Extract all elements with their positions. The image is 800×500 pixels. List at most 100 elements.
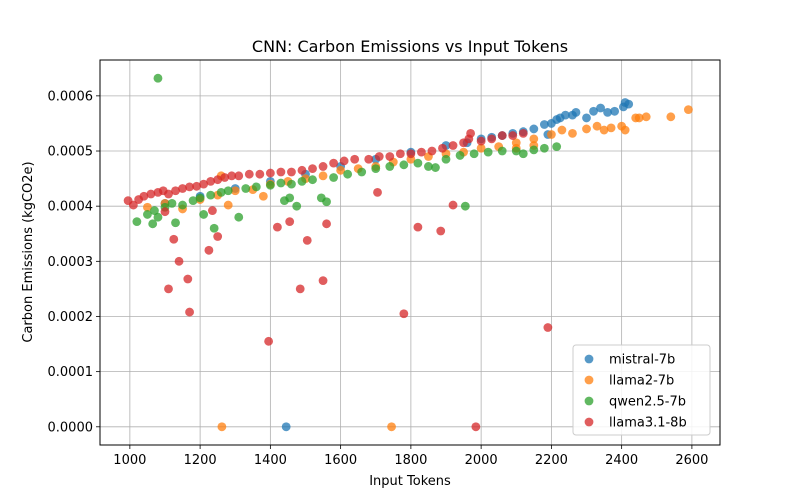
data-point bbox=[329, 173, 338, 182]
y-tick-label: 0.0005 bbox=[48, 145, 94, 160]
data-point bbox=[561, 110, 570, 120]
x-tick-label: 2600 bbox=[675, 453, 708, 468]
x-tick-label: 1400 bbox=[254, 453, 287, 468]
data-point bbox=[167, 199, 177, 208]
legend-box bbox=[572, 344, 711, 436]
data-point bbox=[606, 123, 616, 133]
data-point bbox=[258, 191, 268, 201]
y-tick-label: 0.0001 bbox=[48, 365, 94, 380]
y-tick-label: 0.0000 bbox=[48, 420, 94, 435]
data-point bbox=[217, 422, 227, 432]
data-point bbox=[568, 128, 577, 138]
data-point bbox=[399, 160, 409, 170]
data-point bbox=[413, 222, 423, 232]
legend-marker bbox=[584, 354, 594, 364]
data-point bbox=[185, 182, 194, 192]
x-tick-label: 2400 bbox=[605, 453, 638, 468]
data-point bbox=[287, 167, 296, 177]
data-point bbox=[276, 178, 286, 188]
data-point bbox=[206, 176, 216, 186]
x-tick-label: 1200 bbox=[184, 453, 217, 468]
data-point bbox=[192, 181, 202, 191]
data-point bbox=[292, 201, 302, 211]
data-point bbox=[374, 152, 384, 161]
data-point bbox=[223, 200, 233, 210]
data-point bbox=[169, 234, 179, 244]
data-point bbox=[357, 167, 367, 177]
data-point bbox=[204, 245, 214, 255]
data-point bbox=[322, 197, 331, 207]
data-point bbox=[371, 164, 381, 174]
data-point bbox=[683, 105, 693, 115]
legend-marker bbox=[584, 375, 594, 385]
data-point bbox=[195, 193, 205, 203]
data-point bbox=[199, 210, 209, 219]
data-point bbox=[529, 124, 539, 134]
data-point bbox=[153, 212, 163, 222]
data-point bbox=[466, 128, 475, 138]
y-tick-label: 0.0002 bbox=[48, 310, 94, 325]
data-point bbox=[385, 152, 395, 161]
data-point bbox=[220, 173, 230, 182]
data-point bbox=[276, 167, 286, 177]
data-point bbox=[624, 99, 634, 109]
data-point bbox=[497, 131, 507, 140]
x-tick-label: 1000 bbox=[113, 453, 146, 468]
data-point bbox=[603, 107, 612, 117]
data-point bbox=[146, 189, 156, 199]
data-point bbox=[208, 206, 217, 215]
data-point bbox=[582, 124, 591, 134]
data-point bbox=[599, 125, 609, 135]
data-point bbox=[336, 165, 346, 175]
data-point bbox=[610, 106, 620, 116]
data-point bbox=[188, 196, 198, 206]
legend-label: llama2-7b bbox=[609, 374, 674, 389]
data-point bbox=[546, 130, 556, 139]
data-point bbox=[318, 171, 328, 181]
data-point bbox=[487, 134, 497, 144]
data-point bbox=[460, 201, 470, 211]
data-point bbox=[272, 222, 282, 232]
data-point bbox=[476, 136, 486, 146]
data-point bbox=[213, 175, 223, 185]
data-point bbox=[241, 184, 251, 193]
data-point bbox=[385, 162, 395, 171]
data-point bbox=[251, 182, 261, 192]
data-point bbox=[234, 212, 244, 222]
data-point bbox=[297, 176, 307, 186]
data-point bbox=[350, 154, 360, 164]
data-point bbox=[230, 186, 240, 196]
data-point bbox=[281, 422, 291, 432]
data-point bbox=[183, 274, 193, 284]
data-point bbox=[518, 149, 528, 159]
legend-label: qwen2.5-7b bbox=[609, 395, 686, 410]
data-point bbox=[285, 193, 295, 203]
data-point bbox=[153, 73, 163, 83]
data-point bbox=[264, 336, 274, 346]
data-point bbox=[448, 200, 458, 210]
data-point bbox=[592, 121, 602, 131]
legend: mistral-7b llama2-7b qwen2.5-7b llama3.1-8b bbox=[572, 344, 711, 436]
data-point bbox=[295, 284, 305, 294]
data-point bbox=[641, 112, 651, 122]
data-point bbox=[160, 207, 170, 217]
data-point bbox=[455, 151, 465, 160]
data-point bbox=[582, 113, 591, 123]
data-point bbox=[539, 143, 549, 153]
data-point bbox=[302, 235, 312, 245]
data-point bbox=[343, 169, 353, 179]
data-point bbox=[399, 309, 409, 319]
x-tick-label: 1800 bbox=[394, 453, 427, 468]
data-point bbox=[139, 191, 149, 201]
x-tick-label: 2200 bbox=[535, 453, 568, 468]
data-point bbox=[387, 422, 396, 432]
data-point bbox=[529, 145, 539, 155]
data-point bbox=[143, 210, 152, 219]
data-point bbox=[508, 131, 518, 140]
data-point bbox=[413, 158, 423, 168]
data-point bbox=[318, 276, 328, 286]
data-point bbox=[322, 219, 331, 229]
legend-label: llama3.1-8b bbox=[609, 416, 687, 431]
data-point bbox=[471, 422, 481, 432]
